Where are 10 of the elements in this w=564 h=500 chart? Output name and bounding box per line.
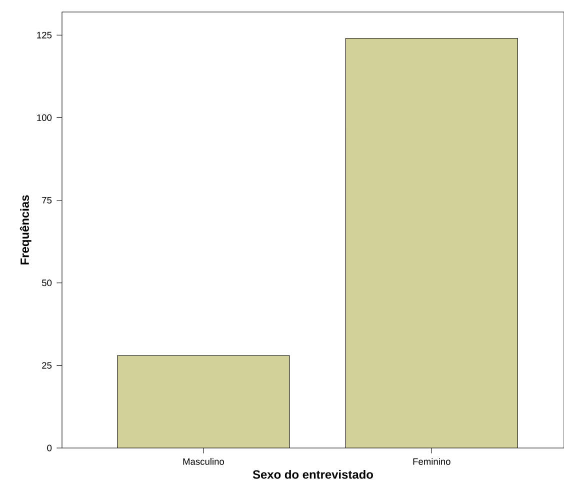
x-tick-label: Masculino [183,458,224,465]
y-tick-label: 125 [37,32,52,38]
y-axis-title: Frequências [20,195,32,264]
x-axis-title: Sexo do entrevistado [252,470,373,479]
x-tick-label: Feminino [413,458,450,465]
y-tick-label: 100 [37,114,52,121]
y-tick-label: 75 [42,197,52,204]
y-tick-label: 25 [42,362,52,369]
y-tick-label: 50 [42,280,52,286]
y-tick-label: 0 [47,444,52,452]
